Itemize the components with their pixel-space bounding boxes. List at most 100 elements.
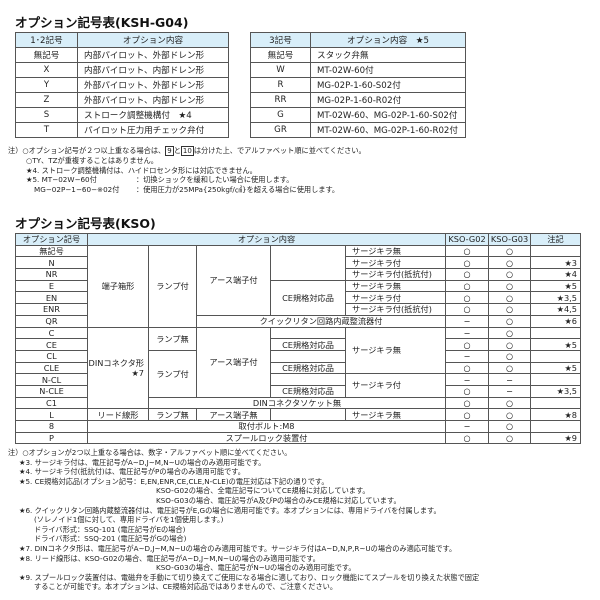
- earth: アース端子付: [196, 326, 271, 398]
- option-code: NR: [15, 268, 88, 281]
- g02-support: ○: [445, 303, 490, 316]
- ce: CE規格対応品: [270, 279, 346, 316]
- option-code: X: [15, 62, 78, 78]
- note-line: 注）○オプションが2つ以上重なる場合は、数字・アルファベット順に並べてください。: [8, 448, 292, 457]
- table-row: 無記号 端子箱形 ランプ付 アース端子付 サージキラ無 ○ ○: [15, 244, 581, 328]
- table-row: S ストローク調整機構付 ★4: [15, 107, 229, 123]
- box-10: 10: [180, 146, 194, 156]
- option-code: T: [15, 122, 78, 138]
- option-code: N-CL: [15, 373, 88, 386]
- table-row: C DINコネクタ形 ★7 ランプ無 アース端子付 サージキラ無 − ○: [15, 326, 581, 410]
- g03-support: ○: [488, 256, 532, 270]
- note-text: ：使用圧力が25MPa{250kgf/㎠}を超える場合に使用します。: [136, 184, 340, 194]
- g02-support: ○: [445, 396, 490, 410]
- kso-notes: 注）○オプションが2つ以上重なる場合は、数字・アルファベット順に並べてください。…: [8, 448, 479, 592]
- ce-blank: [270, 349, 346, 363]
- note-line: KSO-G02の場合、全電圧記号についてCE規格に対応しています。: [156, 486, 370, 496]
- surge: サージキラ付(抵抗付): [344, 303, 447, 316]
- note-ref: ★3,5: [530, 384, 581, 398]
- table-row: P スプールロック装置付 ○ ○ ★9: [15, 431, 581, 445]
- header-content: オプション内容: [86, 233, 447, 246]
- option-content: MT-02W-60、MG-02P-1-60-S02付: [310, 107, 466, 123]
- note-line: ドライバ形式：SSQ-101 (電圧記号がEの場合): [34, 524, 186, 534]
- table-row: CLE CE規格対応品 ○ ○ ★5: [15, 361, 581, 375]
- option-code: GR: [250, 122, 311, 138]
- note-ref: [530, 420, 581, 433]
- bolt: 取付ボルト:M8: [86, 420, 447, 433]
- option-code: C: [15, 326, 88, 340]
- type: DINコネクタ形 ★7: [87, 326, 149, 410]
- table-row: C1 DINコネクタソケット無 ○ ○: [15, 396, 581, 410]
- note-ref: ★4,5: [530, 303, 581, 316]
- ce-blank: [270, 408, 346, 421]
- lamp: ランプ無: [148, 408, 197, 421]
- g02-support: ○: [445, 268, 490, 281]
- g02-support: ○: [445, 279, 490, 293]
- table-row: 8 取付ボルト:M8− ○: [15, 420, 581, 433]
- note-text: 注）○オプション記号が２つ以上重なる場合は、: [8, 146, 166, 155]
- surge: サージキラ付: [344, 291, 447, 305]
- note-ty-tz: ○TY、TZが重複することはありません。: [26, 156, 158, 165]
- option-code: Z: [15, 92, 78, 108]
- type: 端子箱形: [87, 244, 149, 328]
- option-code: ENR: [15, 303, 88, 316]
- option-code: E: [15, 279, 88, 293]
- note-ref: ★6: [530, 314, 581, 328]
- option-code: QR: [15, 314, 88, 328]
- option-code: 無記号: [250, 47, 311, 63]
- g02-support: ○: [445, 291, 490, 305]
- ksh-notes: 注）○オプション記号が２つ以上重なる場合は、 9 と 10 は分けた上、でアルファベット…: [8, 146, 366, 194]
- table-row: Y 外部パイロット、外部ドレン形: [15, 77, 229, 93]
- g03-support: ○: [488, 314, 532, 328]
- note-text: ★5. MT−02W−60付: [26, 175, 97, 185]
- note-text: と: [173, 146, 181, 155]
- g02-support: −: [445, 420, 490, 433]
- header-g03: KSO-G03: [488, 233, 532, 246]
- g03-support: ○: [488, 420, 532, 433]
- option-code: P: [15, 431, 88, 445]
- note-line: ★7. DINコネクタ形は、電圧記号がA~D,J~M,N~Uの場合のみ適用可能で…: [19, 543, 457, 553]
- note-ref: ★3,5: [530, 291, 581, 305]
- note-ref: [530, 326, 581, 340]
- table-row: GR MT-02W-60、MG-02P-1-60-R02付: [250, 122, 466, 138]
- note-line: ★4. サージキラ付(抵抗付)は、電圧記号がPの場合のみ適用可能です。: [19, 467, 245, 477]
- g03-support: ○: [488, 326, 532, 340]
- note-line: KSO-G03の場合、電圧記号がA及びPの場合のみCE規格に対応しています。: [156, 495, 401, 505]
- g03-support: ○: [488, 349, 532, 363]
- option-code: R: [250, 77, 311, 93]
- table-row: G MT-02W-60、MG-02P-1-60-S02付: [250, 107, 466, 123]
- ce-blank: [270, 326, 346, 340]
- header-content: オプション内容: [77, 32, 229, 48]
- option-code: 無記号: [15, 244, 88, 258]
- g03-support: ○: [488, 291, 532, 305]
- option-code: 無記号: [15, 47, 78, 63]
- option-code: RR: [250, 92, 311, 108]
- note-ref: [530, 373, 581, 386]
- lamp: ランプ付: [148, 244, 197, 328]
- note-star5-mg: MG−02P−1−60−※02付 ：使用圧力が25MPa{250kgf/㎠}を超え…: [8, 185, 366, 195]
- ce: CE規格対応品: [270, 338, 346, 351]
- note-line: KSO-G03の場合、電圧記号がN~Uの場合のみ適用可能です。: [156, 563, 356, 573]
- option-code: C1: [15, 396, 88, 410]
- table-row: Z 外部パイロット、内部ドレン形: [15, 92, 229, 108]
- note-ref: [530, 396, 581, 410]
- option-code: N-CLE: [15, 384, 88, 398]
- note-ref: ★8: [530, 408, 581, 421]
- table-row: W MT-02W-60付: [250, 62, 466, 78]
- note-text: ：切換ショックを緩和したい場合に使用します。: [136, 175, 294, 185]
- lamp: ランプ無: [148, 326, 197, 351]
- g03-support: ○: [488, 268, 532, 281]
- table-row: N サージキラ付 ○ ○ ★3: [15, 256, 581, 270]
- note-line: ドライバ形式：SSQ-201 (電圧記号がGの場合): [34, 534, 187, 544]
- header-code: オプション記号: [15, 233, 88, 246]
- header-g02: KSO-G02: [445, 233, 490, 246]
- earth: アース端子付: [196, 244, 271, 316]
- g02-support: ○: [445, 338, 490, 351]
- ksh-option-table-12: 1･2記号 オプション内容 無記号 内部パイロット、外部ドレン形 X 内部パイロット、…: [15, 32, 229, 138]
- g02-support: ○: [445, 361, 490, 375]
- option-content: MG-02P-1-60-R02付: [310, 92, 466, 108]
- note-ref: ★5: [530, 361, 581, 375]
- note-line: ★6. クイックリタン回路内蔵整流器付は、電圧記号がE,Gの場合に適用可能です。…: [19, 505, 441, 515]
- surge: サージキラ付: [344, 256, 447, 270]
- note-order: 注）○オプション記号が２つ以上重なる場合は、 9 と 10 は分けた上、でアルファベット…: [8, 146, 366, 156]
